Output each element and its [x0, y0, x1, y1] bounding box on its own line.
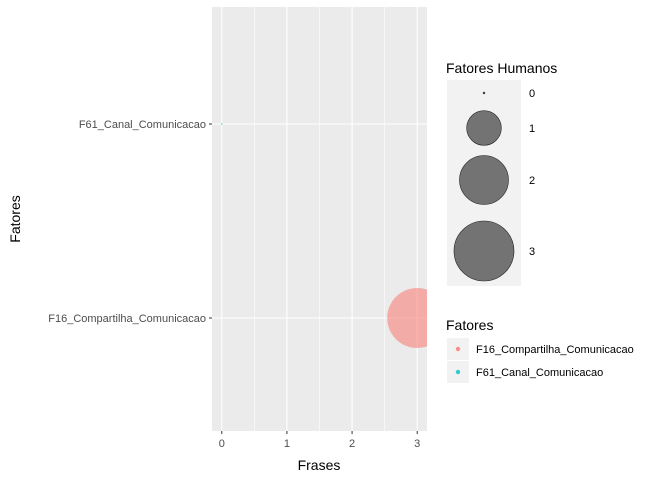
color-legend-key — [455, 369, 461, 375]
minor-gridlines — [254, 7, 385, 431]
size-legend-label: 1 — [529, 123, 535, 135]
data-point — [220, 123, 223, 125]
color-legend: Fatores F16_Compartilha_Comunicacao F61_C… — [446, 317, 634, 383]
size-legend-key — [459, 155, 509, 205]
color-legend-label: F16_Compartilha_Comunicacao — [476, 344, 634, 356]
x-tick-label: 1 — [284, 438, 290, 450]
major-gridlines — [212, 7, 427, 431]
x-axis-title: Frases — [298, 457, 341, 473]
y-tick-label: F16_Compartilha_Comunicacao — [48, 313, 206, 325]
x-tick-label: 0 — [219, 438, 225, 450]
color-legend-title: Fatores — [446, 317, 493, 333]
size-legend-key — [466, 110, 502, 146]
data-points — [220, 123, 427, 348]
x-axis: 0 1 2 3 — [219, 431, 420, 450]
data-point — [387, 288, 427, 348]
y-tick-label: F61_Canal_Comunicacao — [79, 119, 206, 131]
y-axis: F16_Compartilha_Comunicacao F61_Canal_Com… — [48, 119, 212, 325]
size-legend-title: Fatores Humanos — [446, 60, 557, 76]
color-legend-label: F61_Canal_Comunicacao — [476, 367, 603, 379]
size-legend: Fatores Humanos 0 1 2 3 — [446, 60, 557, 286]
size-legend-label: 2 — [529, 175, 535, 187]
x-tick-label: 3 — [414, 438, 420, 450]
size-legend-key — [482, 91, 486, 95]
color-legend-key — [455, 346, 461, 352]
x-tick-label: 2 — [349, 438, 355, 450]
size-legend-label: 0 — [529, 88, 535, 100]
y-axis-title: Fatores — [7, 195, 23, 242]
size-legend-label: 3 — [529, 246, 535, 258]
size-legend-key — [453, 220, 515, 282]
